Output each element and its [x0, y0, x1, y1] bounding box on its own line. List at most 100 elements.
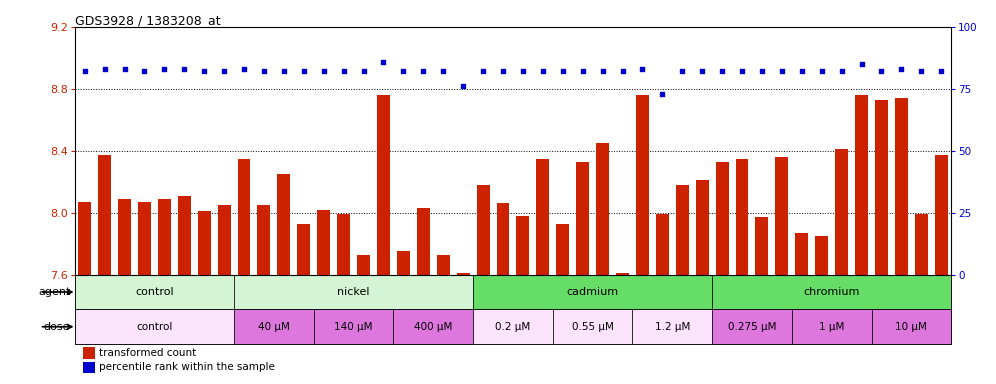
- Text: cadmium: cadmium: [567, 287, 619, 297]
- Point: [595, 68, 611, 74]
- Bar: [576, 162, 589, 275]
- Point: [475, 68, 491, 74]
- Bar: [234, 310, 314, 344]
- Point: [296, 68, 312, 74]
- Text: control: control: [135, 287, 173, 297]
- Point: [654, 91, 670, 97]
- Text: percentile rank within the sample: percentile rank within the sample: [100, 362, 275, 372]
- Bar: [84, 362, 95, 373]
- Bar: [314, 310, 393, 344]
- Point: [356, 68, 372, 74]
- Point: [814, 68, 830, 74]
- Point: [236, 66, 252, 72]
- Bar: [675, 185, 689, 275]
- Point: [933, 68, 949, 74]
- Bar: [75, 275, 234, 310]
- Bar: [257, 205, 270, 275]
- Text: 140 μM: 140 μM: [335, 322, 373, 332]
- Point: [495, 68, 511, 74]
- Point: [455, 83, 471, 89]
- Text: 0.275 μM: 0.275 μM: [728, 322, 776, 332]
- Point: [395, 68, 411, 74]
- Bar: [616, 273, 629, 275]
- Bar: [337, 214, 351, 275]
- Bar: [596, 143, 610, 275]
- Point: [97, 66, 113, 72]
- Bar: [217, 205, 230, 275]
- Bar: [635, 95, 649, 275]
- Bar: [416, 208, 429, 275]
- Bar: [137, 202, 151, 275]
- Point: [77, 68, 93, 74]
- Bar: [735, 159, 748, 275]
- Text: 400 μM: 400 μM: [414, 322, 452, 332]
- Bar: [497, 204, 510, 275]
- Bar: [437, 255, 450, 275]
- Point: [535, 68, 551, 74]
- Point: [256, 68, 272, 74]
- Point: [694, 68, 710, 74]
- Point: [893, 66, 909, 72]
- Point: [515, 68, 531, 74]
- Bar: [894, 98, 907, 275]
- Text: 40 μM: 40 μM: [258, 322, 290, 332]
- Point: [435, 68, 451, 74]
- Bar: [934, 156, 947, 275]
- Bar: [75, 310, 234, 344]
- Bar: [277, 174, 291, 275]
- Bar: [197, 211, 211, 275]
- Text: GDS3928 / 1383208_at: GDS3928 / 1383208_at: [75, 14, 220, 27]
- Text: 1.2 μM: 1.2 μM: [654, 322, 690, 332]
- Point: [774, 68, 790, 74]
- Bar: [84, 347, 95, 359]
- Bar: [396, 252, 410, 275]
- Bar: [835, 149, 848, 275]
- Point: [276, 68, 292, 74]
- Point: [555, 68, 571, 74]
- Point: [913, 68, 929, 74]
- Bar: [695, 180, 708, 275]
- Bar: [536, 159, 549, 275]
- Bar: [914, 214, 927, 275]
- Point: [873, 68, 889, 74]
- Point: [336, 68, 352, 74]
- Point: [674, 68, 690, 74]
- Bar: [157, 199, 171, 275]
- Text: 0.55 μM: 0.55 μM: [572, 322, 614, 332]
- Text: chromium: chromium: [804, 287, 860, 297]
- Bar: [795, 233, 808, 275]
- Bar: [775, 157, 788, 275]
- Bar: [473, 275, 712, 310]
- Point: [714, 68, 730, 74]
- Bar: [516, 216, 530, 275]
- Point: [575, 68, 591, 74]
- Point: [854, 61, 870, 67]
- Bar: [815, 236, 828, 275]
- Point: [117, 66, 132, 72]
- Text: control: control: [136, 322, 172, 332]
- Point: [734, 68, 750, 74]
- Point: [176, 66, 192, 72]
- Bar: [177, 196, 191, 275]
- Bar: [476, 185, 489, 275]
- Bar: [78, 202, 92, 275]
- Bar: [792, 310, 872, 344]
- Bar: [376, 95, 389, 275]
- Bar: [553, 310, 632, 344]
- Bar: [715, 162, 729, 275]
- Bar: [556, 223, 570, 275]
- Point: [834, 68, 850, 74]
- Point: [634, 66, 650, 72]
- Point: [375, 58, 391, 65]
- Point: [196, 68, 212, 74]
- Point: [136, 68, 152, 74]
- Point: [216, 68, 232, 74]
- Text: transformed count: transformed count: [100, 348, 196, 358]
- Point: [754, 68, 770, 74]
- Text: 10 μM: 10 μM: [895, 322, 927, 332]
- Text: 1 μM: 1 μM: [819, 322, 845, 332]
- Text: agent: agent: [38, 287, 71, 297]
- Bar: [874, 100, 887, 275]
- Point: [794, 68, 810, 74]
- Bar: [712, 275, 951, 310]
